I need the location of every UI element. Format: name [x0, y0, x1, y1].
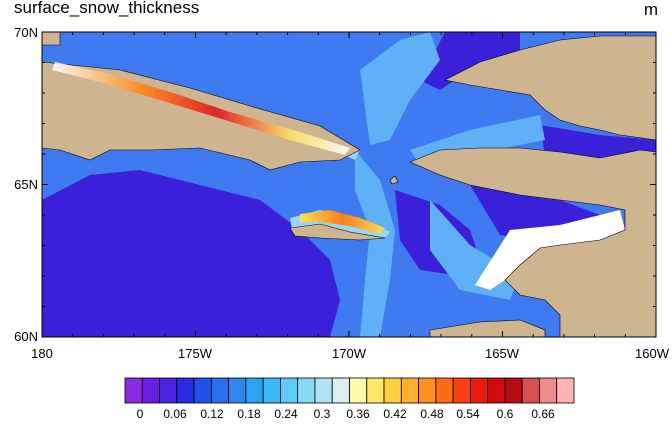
land-chukotka-northeast	[42, 32, 61, 46]
units-label: m	[643, 0, 658, 19]
colorbar-swatch	[539, 377, 558, 404]
colorbar-swatch	[400, 377, 419, 404]
colorbar-labels: 0 0.06 0.12 0.18 0.24 0.3 0.36 0.42 0.48…	[137, 407, 555, 421]
land-seward-peninsula	[409, 147, 656, 337]
lat-label-60n: 60N	[14, 329, 38, 344]
colorbar-swatch	[245, 377, 264, 404]
snow-streaks	[52, 62, 385, 234]
colorbar-label-11: 0.66	[531, 407, 555, 421]
thin-snow-region-left-edge	[42, 260, 80, 337]
colorbar-swatch	[366, 377, 385, 404]
colorbar	[124, 377, 575, 404]
colorbar-swatch	[435, 377, 454, 404]
colorbar-swatch	[314, 377, 333, 404]
latitude-ticks	[42, 31, 656, 338]
snow-channel-north	[360, 32, 440, 145]
colorbar-swatch	[452, 377, 471, 404]
lat-label-65n: 65N	[14, 177, 38, 192]
colorbar-swatch	[331, 377, 350, 404]
colorbar-swatch	[262, 377, 281, 404]
lon-label-175w: 175W	[178, 346, 213, 361]
land-diomede-islands	[389, 175, 399, 185]
plot-title: surface_snow_thickness	[14, 0, 200, 17]
colorbar-swatch	[521, 377, 540, 404]
colorbar-swatch	[349, 377, 368, 404]
open-water-patch-alaska	[475, 210, 625, 290]
lon-label-170w: 170W	[332, 346, 367, 361]
land-alaska-seward-north	[444, 35, 656, 141]
map-field	[42, 32, 656, 337]
colorbar-swatch	[141, 377, 160, 404]
lon-label-180: 180	[31, 346, 53, 361]
streak-center	[300, 210, 385, 234]
streak-northwest	[52, 62, 350, 155]
colorbar-label-1: 0.06	[163, 407, 187, 421]
land-st-lawrence-island	[289, 223, 386, 241]
colorbar-swatch	[280, 377, 299, 404]
colorbar-swatch	[504, 377, 523, 404]
colorbar-label-7: 0.42	[383, 407, 407, 421]
colorbar-swatch	[469, 377, 489, 404]
colorbar-swatch	[193, 377, 212, 404]
colorbar-label-8: 0.48	[420, 407, 444, 421]
colorbar-swatch	[487, 377, 506, 404]
lon-label-160w: 160W	[635, 346, 670, 361]
colorbar-swatch	[159, 377, 178, 404]
colorbar-swatch	[556, 377, 575, 404]
colorbar-label-4: 0.24	[274, 407, 298, 421]
land-alaska-south	[429, 319, 546, 337]
colorbar-swatch	[176, 377, 195, 404]
colorbar-label-6: 0.36	[346, 407, 370, 421]
thin-snow-region-south	[180, 250, 270, 337]
colorbar-swatch	[297, 377, 316, 404]
colorbar-label-2: 0.12	[200, 407, 224, 421]
colorbar-label-10: 0.6	[497, 407, 514, 421]
thin-snow-region-far-northeast	[540, 125, 656, 160]
longitude-ticks	[41, 32, 657, 337]
colorbar-label-9: 0.54	[456, 407, 480, 421]
thin-snow-region-northeast	[420, 32, 520, 90]
colorbar-label-5: 0.3	[314, 407, 331, 421]
colorbar-label-0: 0	[137, 407, 144, 421]
colorbar-swatch	[210, 377, 230, 404]
colorbar-swatch	[124, 377, 143, 404]
colorbar-label-3: 0.18	[237, 407, 261, 421]
colorbar-swatch	[418, 377, 437, 404]
colorbar-swatch	[383, 377, 402, 404]
lon-label-165w: 165W	[485, 346, 520, 361]
snow-channel-strait	[355, 150, 395, 337]
colorbar-swatch	[228, 377, 247, 404]
lat-label-70n: 70N	[14, 25, 38, 40]
